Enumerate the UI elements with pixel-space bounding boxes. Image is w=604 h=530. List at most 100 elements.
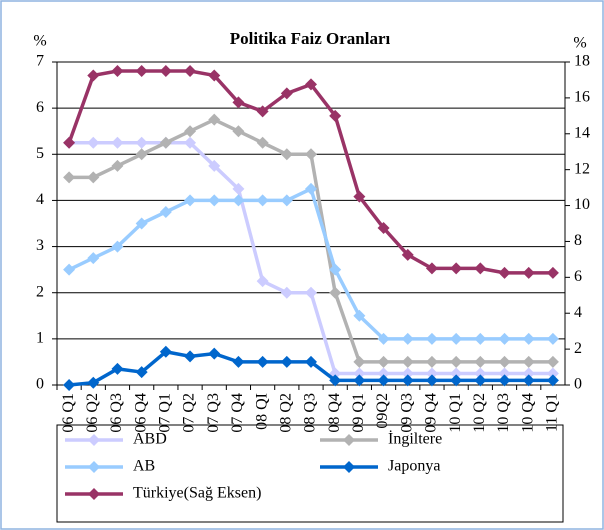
legend-marker [343,434,355,446]
x-tick-label: 06 Q2 [84,393,101,433]
legend-label: ABD [133,431,167,448]
point-marker [208,159,221,172]
y2-tick-label: 18 [574,53,590,70]
x-tick-label: 10 Q1 [447,393,464,433]
point-marker [111,159,124,172]
point-marker [329,286,342,299]
point-marker [522,355,535,368]
point-marker [353,374,366,387]
point-marker [377,355,390,368]
point-marker [280,148,293,161]
point-marker [498,355,511,368]
point-marker [111,136,124,149]
point-marker [329,109,342,122]
point-marker [401,374,414,387]
point-marker [63,171,76,184]
point-marker [474,355,487,368]
x-tick-label: 06 Q1 [60,393,77,433]
y2-tick-label: 10 [574,196,590,213]
point-marker [232,96,245,109]
x-tick-label: 07 Q3 [205,393,222,433]
point-marker [63,379,76,391]
point-marker [401,332,414,345]
point-marker [256,105,269,118]
x-tick-label: 11 Q1 [544,393,561,432]
x-tick-label: 10 Q2 [471,393,488,433]
legend-marker [88,488,100,500]
legend-label: Türkiye(Sağ Eksen) [133,485,261,502]
point-marker [401,355,414,368]
point-marker [135,136,148,149]
x-tick-label: 09 Q4 [423,393,440,433]
point-marker [208,347,221,360]
point-marker [232,182,245,195]
point-marker [256,136,269,149]
point-marker [87,171,100,184]
point-marker [450,262,463,275]
point-marker [159,64,172,77]
point-marker [377,332,390,345]
y-tick-label: 1 [36,330,44,347]
point-marker [63,136,76,149]
x-tick-label: 10 Q4 [519,393,536,433]
y2-tick-label: 16 [574,89,590,106]
point-marker [450,367,463,380]
point-marker [232,125,245,138]
x-tick-label: 07 Q2 [181,393,198,433]
point-marker [546,374,559,387]
x-tick-label: 06 Q4 [132,393,149,433]
point-marker [353,355,366,368]
point-marker [329,374,342,387]
point-marker [522,367,535,380]
point-marker [280,355,293,368]
point-marker [498,367,511,380]
point-marker [474,262,487,275]
point-marker [232,194,245,207]
point-marker [184,194,197,207]
point-marker [135,64,148,77]
point-marker [425,262,438,275]
point-marker [546,367,559,380]
x-tick-label: 08 QI [253,393,270,430]
point-marker [184,350,197,363]
point-marker [522,332,535,345]
point-marker [425,355,438,368]
point-marker [111,362,124,375]
point-marker [184,64,197,77]
point-marker [498,266,511,279]
point-marker [522,374,535,387]
point-marker [474,332,487,345]
point-marker [232,355,245,368]
point-marker [450,355,463,368]
point-marker [305,355,317,368]
x-tick-label: 08 Q4 [326,393,343,433]
point-marker [377,374,390,387]
y2-tick-label: 0 [574,376,582,393]
point-marker [353,367,366,380]
x-tick-label: 09 Q3 [398,393,415,433]
point-marker [353,190,366,203]
x-tick-label: 09 Q1 [350,393,367,433]
legend-label: Japonya [388,458,440,475]
point-marker [353,309,366,322]
point-marker [87,136,100,149]
point-marker [87,252,100,265]
x-tick-label: 10 Q3 [495,393,512,433]
y2-tick-label: 4 [574,304,582,321]
point-marker [135,366,148,379]
point-marker [498,332,511,345]
legend-marker [88,434,100,446]
point-marker [159,345,172,358]
y-tick-label: 2 [36,283,44,300]
point-marker [498,374,511,387]
legend-box [56,424,564,523]
point-marker [256,355,269,368]
point-marker [401,367,414,380]
y2-axis-label: % [573,35,586,52]
point-marker [208,194,221,207]
y-tick-label: 4 [36,191,44,208]
point-marker [305,78,317,91]
x-tick-label: 09Q2 [374,393,391,429]
x-tick-label: 07 Q1 [157,393,174,433]
point-marker [87,69,100,82]
